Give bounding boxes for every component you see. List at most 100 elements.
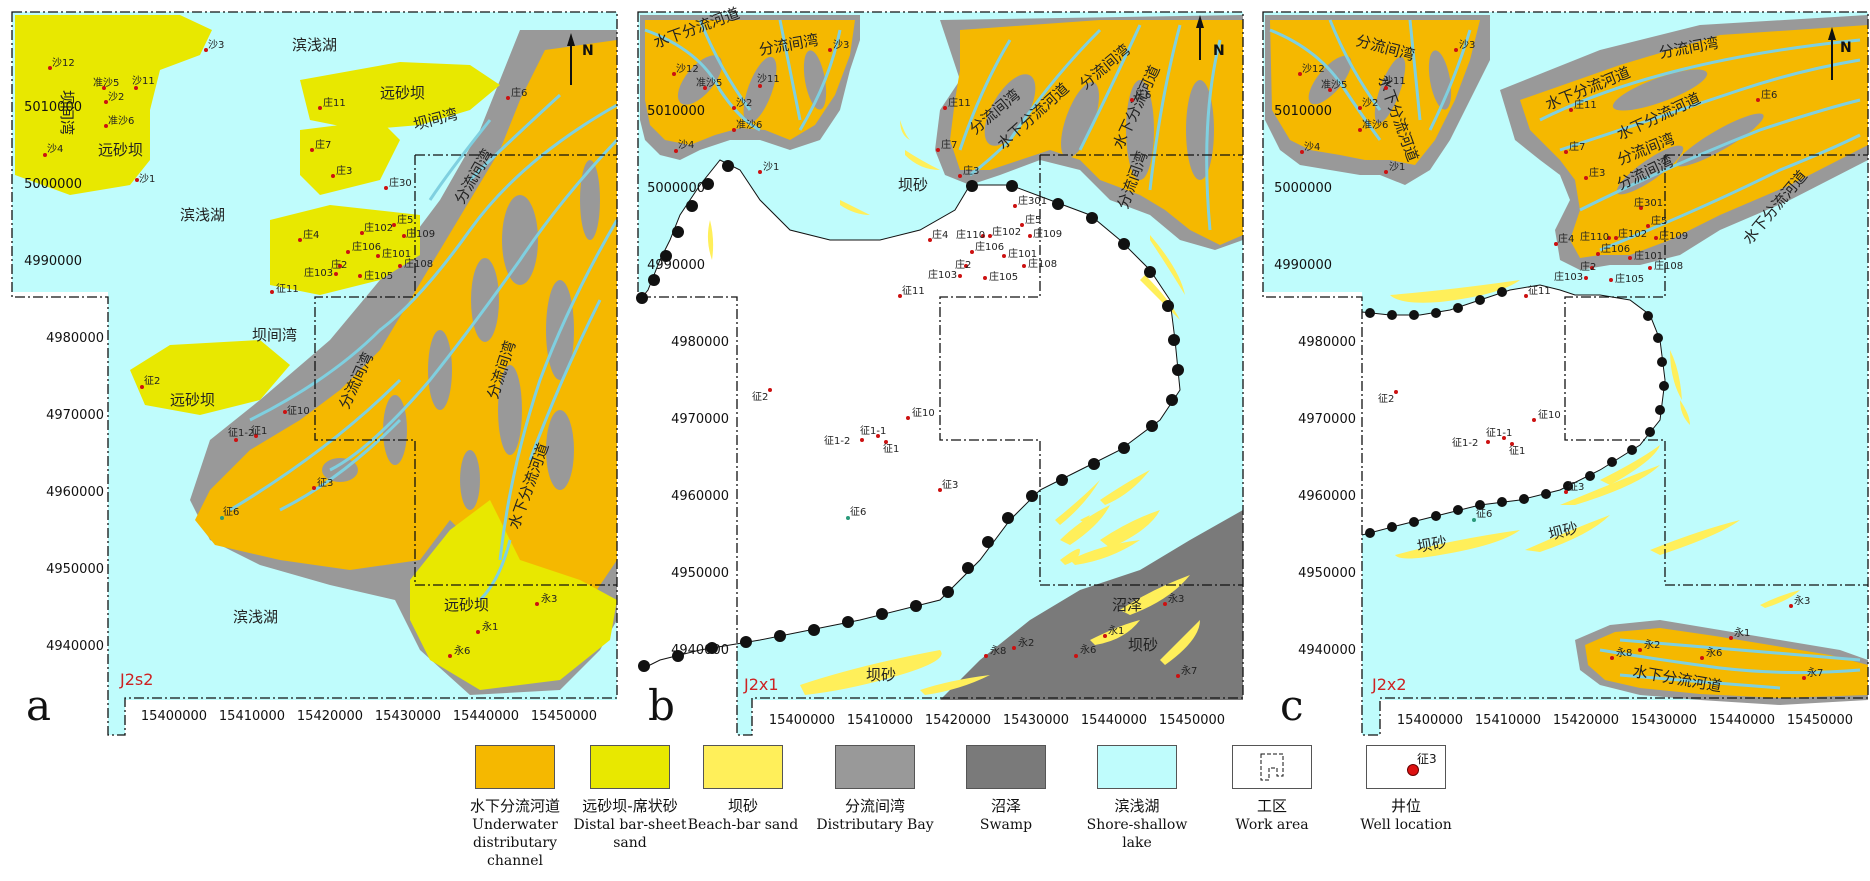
svg-text:庄108: 庄108 [404,257,433,270]
svg-text:征6: 征6 [223,506,239,518]
y-tick: 4950000 [46,562,104,577]
y-tick: 5000000 [1274,181,1332,196]
well: 庄5 [1646,214,1667,228]
svg-text:征1-1: 征1-1 [1486,427,1512,439]
zone-label: 沼泽 [1112,596,1142,614]
svg-text:征3: 征3 [317,477,333,489]
well: 征10 [906,407,935,420]
panel-c: N 分流间湾 分流间湾 水下分流河道 水下分流河道 分流间湾 水下分流河道 水下… [1262,11,1869,736]
legend-swatch [1097,745,1177,789]
well: 庄103 [928,268,962,281]
panel-b-shoreline-dots [636,160,1184,672]
svg-text:沙4: 沙4 [1304,141,1320,153]
zone-label: 坝砂 [866,666,896,684]
panel-b-channel-left [645,20,855,145]
x-tick: 15400000 [1397,713,1463,728]
svg-text:永6: 永6 [1080,643,1096,656]
svg-text:征10: 征10 [1538,409,1561,421]
well: 庄301 [1634,196,1663,210]
panel-c-beach-bars [1390,280,1800,608]
legend-label-en: Work area [1235,817,1309,833]
well: 永3 [535,592,557,606]
well: 庄6 [1130,88,1151,102]
svg-text:征11: 征11 [902,285,925,297]
well: 庄6 [1756,88,1777,102]
well: 庄109 [1028,227,1062,240]
panel-b-wells: 沙3 沙12 准沙5 沙11 沙2 准沙6 沙4 沙1 庄11 庄7 庄3 庄3… [672,39,1197,678]
well: 沙3 [1454,39,1475,52]
panel-c-shoreline-dots [1365,287,1669,538]
well: 庄4 [298,228,319,242]
legend-item-lake: 滨浅湖 Shore-shallow lake [1077,745,1197,852]
svg-text:庄105: 庄105 [364,269,393,282]
svg-text:庄11: 庄11 [1574,98,1597,111]
svg-text:庄109: 庄109 [1033,227,1062,240]
well: 征1-1 [860,425,886,438]
svg-text:庄101: 庄101 [382,247,411,260]
svg-text:准沙5: 准沙5 [1321,79,1347,91]
svg-text:庄11: 庄11 [323,96,346,109]
well: 征2 [1378,390,1398,405]
svg-text:庄5: 庄5 [1651,214,1667,227]
well: 永2 [1012,636,1034,650]
x-tick: 15430000 [1631,713,1697,728]
legend-item-distal-bar: 远砂坝-席状砂 Distal bar-sheet sand [570,745,690,852]
svg-text:庄2: 庄2 [955,258,971,271]
svg-text:征2: 征2 [752,391,768,403]
svg-text:庄102: 庄102 [992,225,1021,238]
svg-text:沙2: 沙2 [736,97,752,109]
svg-text:庄102: 庄102 [364,221,393,234]
svg-text:庄106: 庄106 [352,240,381,253]
well: 庄106 [1596,242,1630,256]
legend-item-bay: 分流间湾 Distributary Bay [815,745,935,834]
panel-b-x-axis: 15400000 15410000 15420000 15430000 1544… [769,713,1225,728]
svg-text:沙11: 沙11 [757,73,780,85]
well: 庄105 [983,270,1018,283]
svg-text:庄7: 庄7 [941,138,957,151]
well: 征3 [312,477,333,490]
legend-label-zh: 工区 [1256,797,1287,815]
well: 庄3 [331,164,352,178]
svg-text:庄7: 庄7 [1569,140,1585,153]
svg-text:准沙6: 准沙6 [736,119,762,131]
y-tick: 4990000 [1274,258,1332,273]
svg-text:庄5: 庄5 [397,213,413,226]
svg-text:庄3: 庄3 [336,164,352,177]
svg-text:庄6: 庄6 [1135,88,1151,101]
panel-c-channel-lines [1269,19,1861,252]
svg-text:征3: 征3 [942,479,958,491]
well: 永3 [1789,594,1810,608]
panel-a-x-axis: 15400000 15410000 15420000 15430000 1544… [141,709,597,724]
panel-b-swamp [940,510,1243,700]
well: 征2 [752,388,772,403]
y-tick: 4980000 [1298,335,1356,350]
svg-text:庄108: 庄108 [1654,259,1683,272]
well: 庄102 [988,225,1021,238]
well-marker-label: 征3 [1417,752,1437,766]
legend-label-en: Shore-shallow lake [1086,817,1188,851]
well: 永6 [448,644,470,658]
legend-label-zh: 坝砂 [727,797,758,815]
panel-b-letter: b [648,681,675,730]
well: 准沙5 [696,77,722,90]
svg-text:庄102: 庄102 [1618,227,1647,240]
svg-text:庄6: 庄6 [511,86,527,99]
well: 沙3 [204,39,224,52]
x-tick: 15410000 [1475,713,1541,728]
panel-a: N 滨浅湖 滨浅湖 滨浅湖 远砂坝 远砂坝 远砂坝 远砂坝 坝间湾 坝间湾 坝间… [11,11,619,736]
zone-label: 坝砂 [898,176,928,194]
panel-b-stage: J2x1 [743,675,779,694]
well: 沙11 [132,75,155,90]
panel-b-exposed-area [640,160,1180,670]
svg-text:征6: 征6 [1476,508,1492,520]
svg-text:庄109: 庄109 [406,227,435,240]
svg-text:沙3: 沙3 [833,39,849,51]
well: 征11 [1524,285,1551,298]
svg-text:沙4: 沙4 [678,139,694,151]
svg-text:征10: 征10 [287,405,310,417]
svg-text:永8: 永8 [990,644,1006,657]
well: 沙2 [732,97,752,110]
well: 沙1 [135,173,155,185]
x-tick: 15450000 [1787,713,1853,728]
legend-label-en: Underwater distributary channel [472,817,558,869]
